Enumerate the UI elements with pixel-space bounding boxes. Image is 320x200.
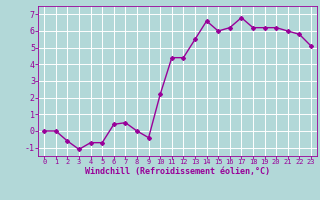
X-axis label: Windchill (Refroidissement éolien,°C): Windchill (Refroidissement éolien,°C) <box>85 167 270 176</box>
